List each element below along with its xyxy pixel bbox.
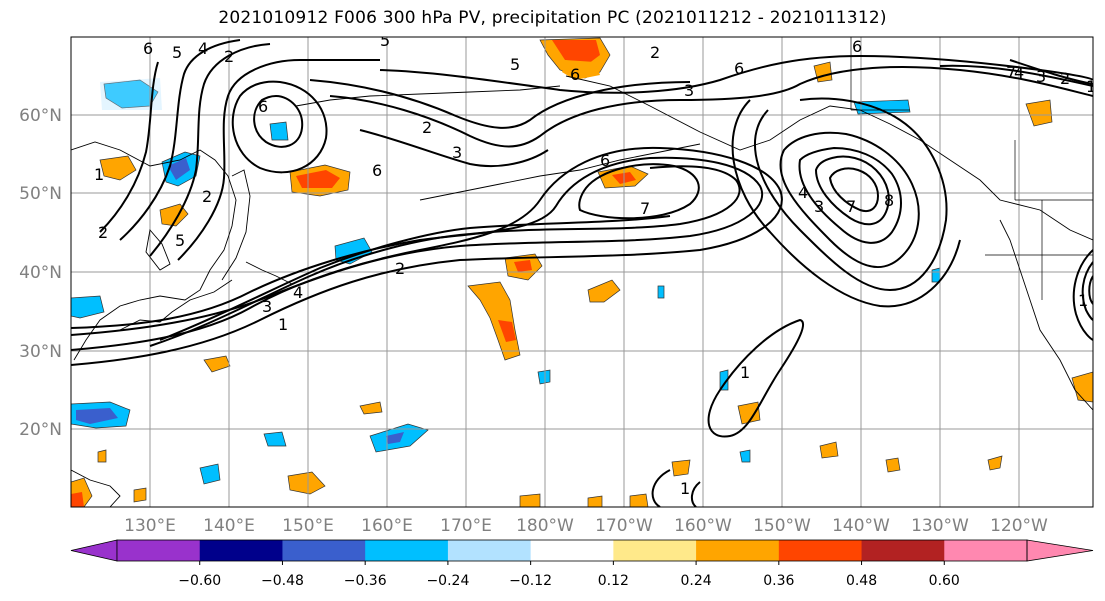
contour-label: 7 xyxy=(846,197,856,216)
latitude-label: 40°N xyxy=(19,263,62,283)
contour-label: 2 xyxy=(395,259,405,278)
contour-label: 3 xyxy=(814,197,824,216)
contour-label: 3 xyxy=(452,143,462,162)
contour-label: 1 xyxy=(94,165,104,184)
contour-label: 2 xyxy=(1060,69,1070,88)
colorbar-segment xyxy=(199,540,283,561)
coastlines xyxy=(71,75,1093,507)
longitude-label: 160°E xyxy=(361,516,413,536)
colorbar-segment xyxy=(944,540,1028,561)
pv-contours xyxy=(71,39,1093,507)
latitude-label: 50°N xyxy=(19,184,62,204)
longitude-label: 140°E xyxy=(203,516,255,536)
contour-label: 2 xyxy=(202,187,212,206)
contour-label: 3 xyxy=(1036,67,1046,86)
colorbar-segment xyxy=(530,540,614,561)
contour-label: 4 xyxy=(293,283,303,302)
colorbar-tick-label: −0.48 xyxy=(261,573,304,589)
contour-label: 5 xyxy=(510,55,520,74)
longitude-labels: 130°E 140°E 150°E 160°E 170°E 180°W 170°W 160°W… xyxy=(124,516,1048,536)
latitude-label: 20°N xyxy=(19,420,62,440)
colorbar-tick-label: 0.36 xyxy=(763,573,794,589)
latitude-labels: 60°N 50°N 40°N 30°N 20°N xyxy=(19,106,62,440)
contour-label: 4 xyxy=(198,39,208,58)
contour-label: 1 xyxy=(680,479,690,498)
colorbar-tick-label: 0.60 xyxy=(929,573,960,589)
contour-label: 6 xyxy=(600,151,610,170)
longitude-label: 180°W xyxy=(516,516,574,536)
contour-label: 7 xyxy=(1006,63,1016,82)
contour-label: 2 xyxy=(98,223,108,242)
longitude-label: 120°W xyxy=(990,516,1048,536)
contour-label: 6 xyxy=(570,65,580,84)
contour-label: 6 xyxy=(734,59,744,78)
contour-label: 3 xyxy=(684,81,694,100)
longitude-label: 160°W xyxy=(674,516,732,536)
colorbar-segment xyxy=(117,540,201,561)
colorbar-tick-label: 0.12 xyxy=(598,573,629,589)
colorbar-extension-min xyxy=(70,539,118,562)
contour-label: 6 xyxy=(852,37,862,56)
contour-label: 6 xyxy=(258,97,268,116)
contour-label: 6 xyxy=(143,39,153,58)
latitude-label: 30°N xyxy=(19,342,62,362)
longitude-label: 130°W xyxy=(911,516,969,536)
colorbar-extension-max xyxy=(1026,539,1094,562)
latitude-label: 60°N xyxy=(19,106,62,126)
contour-label: 4 xyxy=(1014,63,1024,82)
contour-label: 7 xyxy=(640,199,650,218)
colorbar-tick-label: 0.24 xyxy=(681,573,712,589)
contour-label: 4 xyxy=(798,183,808,202)
colorbar-segment xyxy=(778,540,863,561)
colorbar-tick-label: −0.24 xyxy=(426,573,469,589)
colorbar-tick-label: 0.48 xyxy=(846,573,877,589)
longitude-label: 170°E xyxy=(440,516,492,536)
pv-contour-labels: 6 5 4 2 6 2 3 2 6 7 6 6 5 3 2 4 1 1 1 2 xyxy=(94,31,1096,498)
contour-label: 1 xyxy=(740,363,750,382)
contour-label: 3 xyxy=(262,297,272,316)
colorbar-tick-label: −0.12 xyxy=(509,573,552,589)
contour-label: 6 xyxy=(372,161,382,180)
longitude-label: 150°W xyxy=(753,516,811,536)
contour-label: 5 xyxy=(380,31,390,50)
colorbar-segment xyxy=(282,540,366,561)
longitude-label: 130°E xyxy=(124,516,176,536)
colorbar-segment xyxy=(861,540,945,561)
longitude-label: 170°W xyxy=(595,516,653,536)
colorbar: −0.60 −0.48 −0.36 −0.24 −0.12 0.12 0.24 0.36 0.4… xyxy=(70,539,1094,589)
colorbar-tick-label: −0.60 xyxy=(178,573,221,589)
colorbar-segment xyxy=(696,540,780,561)
colorbar-segment xyxy=(613,540,697,561)
contour-label: 5 xyxy=(172,43,182,62)
contour-label: 2 xyxy=(650,43,660,62)
colorbar-segment xyxy=(447,540,532,561)
contour-label: 1 xyxy=(1078,291,1088,310)
map-title: 2021010912 F006 300 hPa PV, precipitatio… xyxy=(218,8,887,28)
colorbar-tick-label: −0.36 xyxy=(344,573,387,589)
contour-label: 2 xyxy=(224,47,234,66)
longitude-label: 140°W xyxy=(832,516,890,536)
contour-label: 5 xyxy=(175,231,185,250)
contour-label: 8 xyxy=(884,191,894,210)
longitude-label: 150°E xyxy=(282,516,334,536)
map-panel: 6 5 4 2 6 2 3 2 6 7 6 6 5 3 2 4 1 1 1 2 xyxy=(70,31,1096,508)
colorbar-segment xyxy=(365,540,449,561)
contour-label: 1 xyxy=(278,315,288,334)
contour-label: 1 xyxy=(1086,77,1096,96)
contour-label: 2 xyxy=(422,118,432,137)
